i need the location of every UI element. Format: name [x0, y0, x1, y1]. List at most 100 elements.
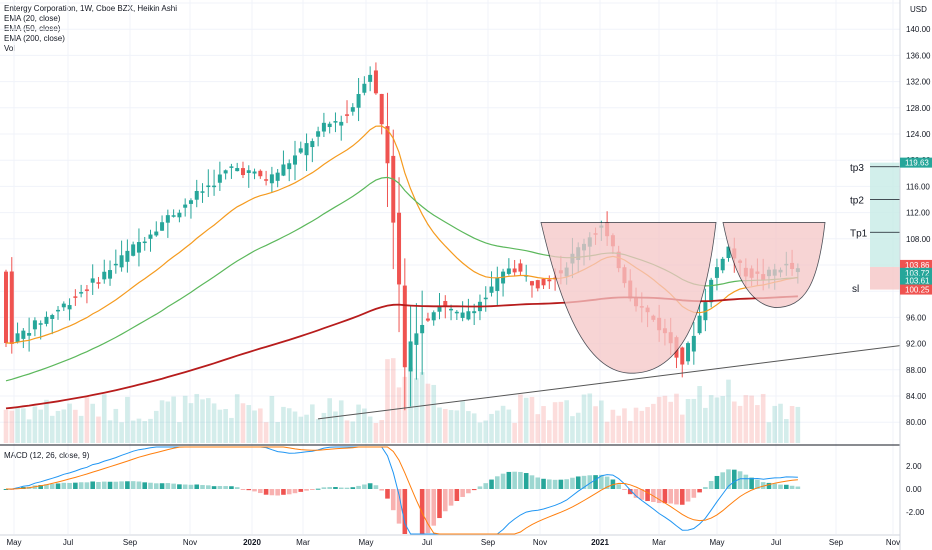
volume-bar: [489, 413, 494, 443]
volume-bar: [714, 397, 720, 443]
x-tick-label: Jul: [63, 538, 73, 547]
x-tick-label: 2021: [591, 538, 609, 547]
candle: [547, 279, 552, 282]
signal-line: [6, 446, 798, 535]
histogram-bar: [101, 481, 107, 489]
histogram-bar: [599, 474, 604, 489]
histogram-bar: [321, 487, 327, 489]
legend-ema200[interactable]: EMA (200, close): [4, 34, 65, 43]
candle: [235, 168, 240, 172]
volume-bar: [703, 407, 708, 443]
volume-bar: [177, 422, 182, 443]
histogram-bar: [639, 489, 645, 500]
volume-bar: [662, 395, 668, 443]
volume-bar: [552, 402, 558, 443]
histogram-bar: [38, 485, 43, 489]
histogram-bar: [587, 475, 593, 489]
candle: [113, 263, 118, 266]
volume-bar: [547, 420, 552, 443]
volume-bar: [234, 394, 240, 443]
histogram-bar: [182, 484, 188, 489]
x-tick-label: Sep: [123, 538, 138, 547]
histogram-bar: [697, 489, 702, 493]
symbol-title[interactable]: Entergy Corporation, 1W, Cboe BZX, Heiki…: [4, 4, 177, 13]
histogram-bar: [679, 489, 685, 505]
legend-volume[interactable]: Vol: [4, 44, 16, 53]
legend-ema20[interactable]: EMA (20, close): [4, 14, 61, 23]
volume-bar: [784, 418, 789, 443]
x-tick-label: Jul: [422, 538, 432, 547]
volume-bar: [627, 420, 633, 443]
y-tick-label: 124.00: [906, 130, 931, 139]
histogram-bar: [454, 489, 460, 501]
candle: [697, 315, 702, 334]
volume-bar: [356, 404, 361, 443]
volume-bar: [101, 394, 107, 443]
histogram-bar: [338, 487, 344, 489]
volume-bars: [3, 358, 801, 443]
volume-bar: [518, 394, 523, 443]
histogram-bar: [84, 482, 90, 489]
candle: [437, 306, 442, 312]
legend-ema50[interactable]: EMA (50, close): [4, 24, 61, 33]
histogram-bar: [708, 481, 714, 489]
histogram-bar: [153, 483, 159, 489]
volume-bar: [182, 395, 188, 443]
profit-zone: [870, 162, 900, 267]
volume-bar: [113, 408, 119, 443]
macd-line: [5, 446, 798, 535]
volume-bar: [269, 395, 275, 443]
volume-bar: [599, 400, 604, 443]
histogram-bar: [437, 489, 442, 519]
volume-bar: [327, 398, 332, 443]
macd-tick-label: 2.00: [906, 462, 922, 471]
candle: [27, 333, 32, 336]
macd-legend[interactable]: MACD (12, 26, close, 9): [4, 451, 90, 460]
candle: [373, 70, 378, 94]
trend-line: [317, 341, 932, 420]
histogram-bar: [419, 489, 425, 534]
x-tick-label: Mar: [296, 538, 310, 547]
volume-bar: [119, 422, 124, 443]
candle: [529, 281, 534, 286]
volume-bar: [512, 422, 517, 443]
y-tick-label: 140.00: [906, 25, 931, 34]
histogram-bar: [49, 483, 55, 489]
candle: [56, 309, 61, 312]
histogram-bar: [194, 484, 200, 489]
candle: [293, 155, 297, 165]
volume-bar: [61, 409, 67, 443]
volume-bar: [466, 411, 471, 443]
volume-bar: [437, 407, 442, 443]
candle: [518, 263, 523, 272]
target-zones: tp3 tp2 Tp1 sl: [850, 162, 900, 295]
x-tick-label: Jul: [771, 538, 781, 547]
price-tag: [900, 275, 932, 286]
volume-bar: [130, 420, 136, 443]
candle: [321, 122, 326, 132]
candle: [119, 255, 124, 268]
cup-pattern: [540, 222, 717, 374]
histogram-bar: [263, 489, 269, 495]
candle: [79, 292, 84, 294]
histogram-bar: [471, 489, 477, 491]
histogram-bar: [136, 481, 142, 489]
histogram-bar: [431, 489, 437, 526]
volume-bar: [535, 414, 541, 443]
histogram-bar: [535, 477, 541, 489]
histogram-bar: [645, 489, 650, 502]
histogram-bar: [633, 489, 639, 498]
volume-bar: [258, 408, 263, 443]
volume-bar: [679, 414, 685, 443]
histogram-bar: [246, 489, 252, 491]
histogram-bar: [460, 489, 465, 497]
histogram-bar: [379, 489, 384, 491]
volume-bar: [84, 397, 90, 443]
histogram-bar: [269, 489, 275, 496]
histogram-bar: [55, 483, 61, 489]
volume-bar: [240, 403, 246, 443]
macd-tick-label: 0.00: [906, 485, 922, 494]
candle: [9, 271, 14, 344]
target-label-tp2: tp2: [850, 196, 864, 207]
